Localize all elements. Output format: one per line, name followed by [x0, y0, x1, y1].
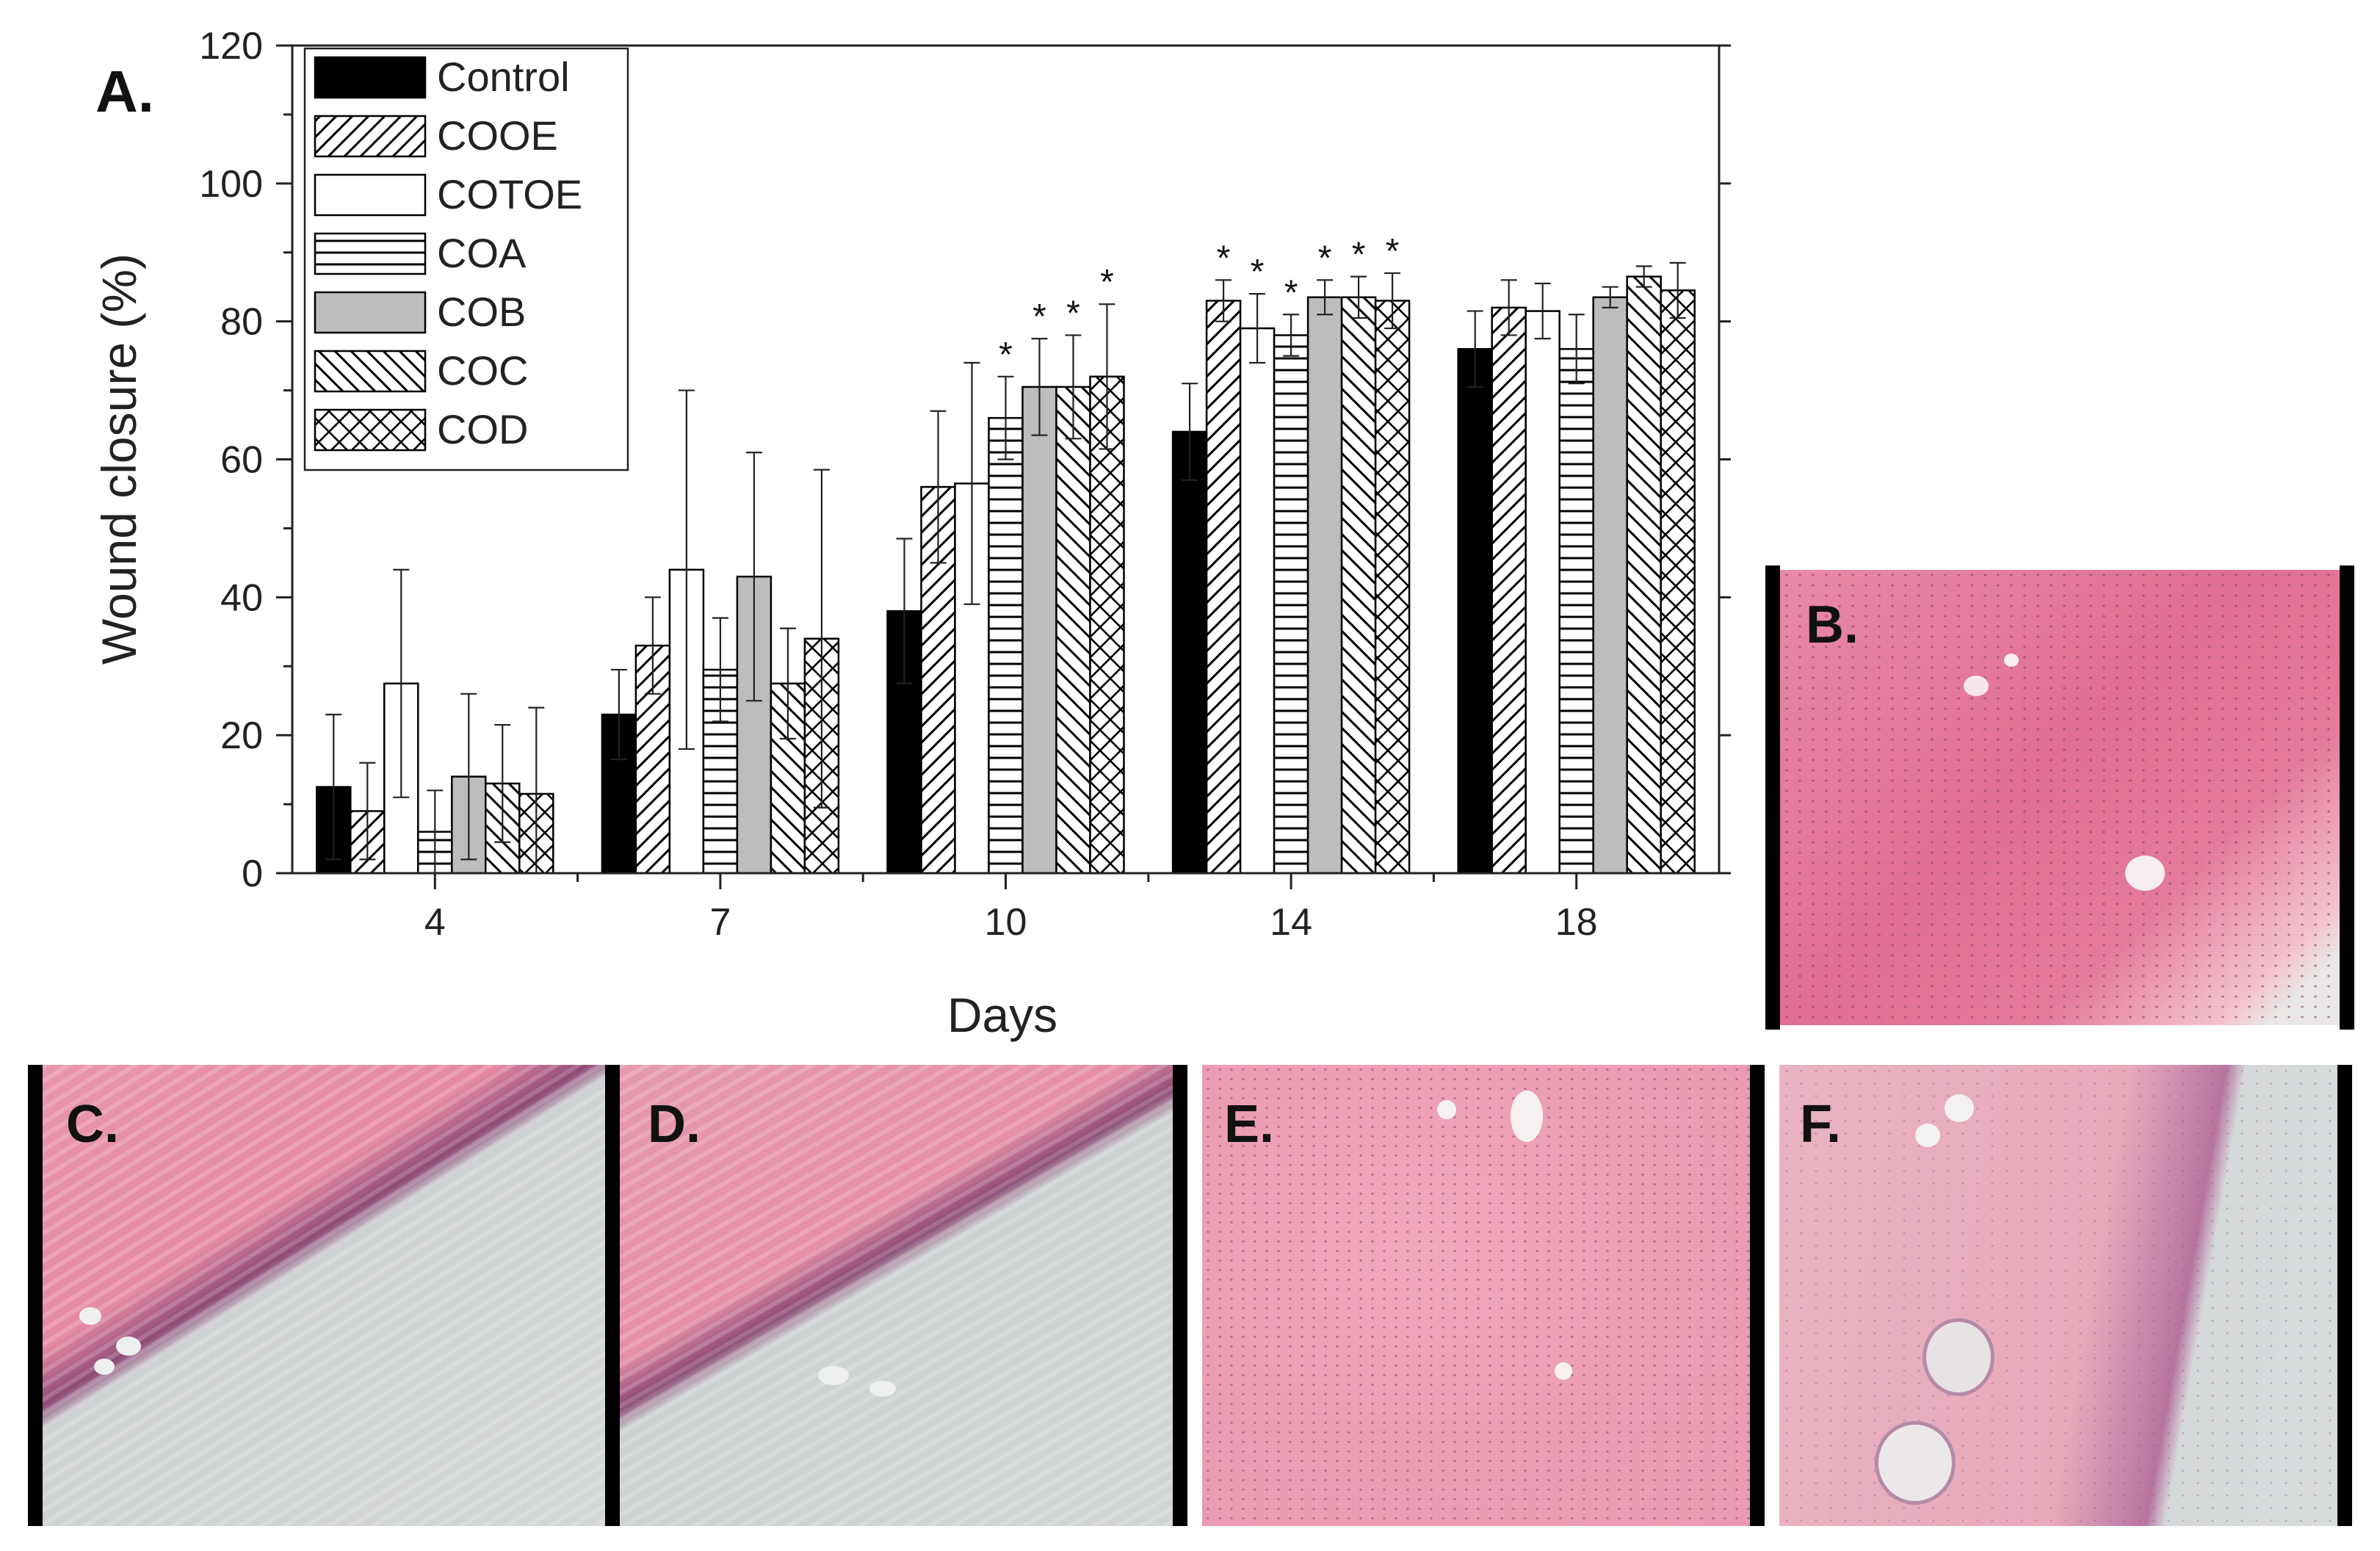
bar-chart: A. * * * * * * * * * * 0 20 40 60 80 100 120 4 7 10 14 18 W… — [92, 25, 1731, 1042]
significance-star: * — [1284, 273, 1298, 312]
y-tick-label: 100 — [199, 163, 263, 206]
legend: Control COOE COTOE COA COB COC COD — [303, 47, 629, 471]
x-axis-label: Days — [947, 988, 1057, 1042]
panel-label-f: F. — [1800, 1095, 1842, 1154]
bar-coa-day-14 — [1273, 334, 1309, 875]
significance-star: * — [1352, 236, 1366, 275]
x-tick-label: 10 — [985, 901, 1027, 944]
significance-star: * — [1386, 232, 1400, 271]
bar-cod-day-10 — [1089, 375, 1125, 875]
significance-star: * — [1318, 239, 1332, 278]
bar-coa-day-10 — [988, 416, 1024, 875]
bar-cooe-day-14 — [1205, 300, 1242, 875]
legend-label-cod: COD — [437, 406, 528, 452]
y-axis-label: Wound closure (%) — [92, 253, 146, 665]
bar-coc-day-18 — [1626, 275, 1662, 875]
legend-swatch-control — [314, 56, 427, 99]
legend-swatch-coa — [314, 232, 427, 275]
panel-label-a: A. — [95, 59, 154, 124]
bar-cotoe-day-18 — [1524, 310, 1560, 875]
bars-group — [316, 275, 1696, 875]
legend-label-coc: COC — [437, 347, 528, 394]
panel-label-b: B. — [1806, 596, 1859, 654]
y-tick-label: 20 — [220, 715, 263, 757]
legend-label-cotoe: COTOE — [437, 171, 582, 217]
x-tick-label: 7 — [709, 901, 731, 944]
bar-cooe-day-18 — [1491, 306, 1527, 875]
significance-star: * — [1032, 297, 1046, 336]
y-tick-label: 0 — [242, 853, 263, 895]
bar-coa-day-18 — [1558, 347, 1594, 875]
x-tick-label: 14 — [1270, 901, 1312, 944]
panel-label-d: D. — [648, 1095, 701, 1154]
y-axis: 0 20 40 60 80 100 120 — [199, 25, 1731, 895]
micrograph-panel-f: F. — [1765, 1065, 2352, 1526]
significance-star: * — [999, 336, 1013, 375]
micrograph-panel-b: B. — [1765, 565, 2354, 1030]
legend-label-cooe: COOE — [437, 112, 558, 159]
significance-star: * — [1217, 239, 1231, 278]
micrograph-panel-e: E. — [1187, 1065, 1765, 1526]
legend-label-coa: COA — [437, 230, 527, 276]
legend-swatch-coc — [314, 350, 427, 393]
bar-control-day-14 — [1171, 430, 1208, 875]
bar-coc-day-14 — [1340, 296, 1377, 875]
bar-coc-day-10 — [1055, 386, 1091, 875]
micrograph-panel-d: D. — [605, 1065, 1187, 1526]
micrograph-panel-c: C. — [28, 1065, 605, 1526]
bar-cod-day-14 — [1374, 300, 1411, 875]
x-tick-label: 4 — [424, 901, 446, 944]
error-bars-group — [325, 261, 1686, 875]
panel-label-c: C. — [66, 1095, 119, 1154]
legend-label-cob: COB — [437, 289, 526, 335]
bar-cob-day-18 — [1592, 296, 1628, 875]
panel-label-e: E. — [1224, 1095, 1275, 1154]
significance-marks-group: * * * * * * * * * * — [999, 232, 1399, 375]
significance-star: * — [1100, 263, 1114, 302]
x-axis: 4 7 10 14 18 — [424, 873, 1598, 944]
y-tick-label: 80 — [220, 301, 263, 344]
significance-star: * — [1066, 294, 1080, 333]
y-tick-label: 60 — [220, 439, 263, 482]
bar-cob-day-14 — [1306, 296, 1343, 875]
bar-cotoe-day-14 — [1239, 327, 1276, 875]
legend-swatch-cotoe — [314, 173, 427, 217]
bar-cob-day-10 — [1021, 386, 1057, 875]
legend-label-control: Control — [437, 54, 570, 100]
bar-control-day-18 — [1457, 347, 1493, 875]
legend-swatch-cooe — [314, 115, 427, 158]
x-tick-label: 18 — [1555, 901, 1598, 944]
significance-star: * — [1251, 253, 1265, 292]
y-tick-label: 40 — [220, 576, 263, 619]
legend-swatch-cob — [314, 291, 427, 334]
y-tick-label: 120 — [199, 25, 263, 68]
legend-swatch-cod — [314, 408, 427, 452]
bar-cod-day-18 — [1660, 289, 1696, 875]
